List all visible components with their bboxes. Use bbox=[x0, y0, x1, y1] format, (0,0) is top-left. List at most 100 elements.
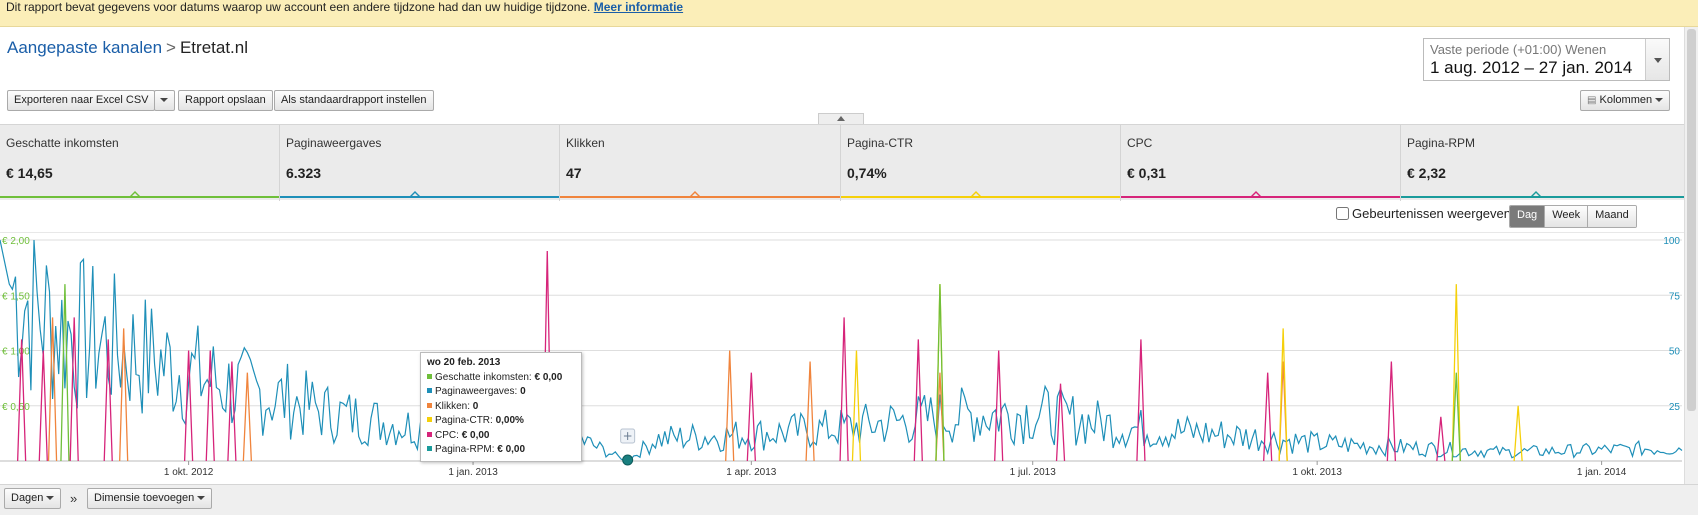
show-events-label: Gebeurtenissen weergeven bbox=[1352, 206, 1511, 221]
table-controls: Dagen » Dimensie toevoegen bbox=[0, 484, 1698, 515]
chevron-down-icon[interactable] bbox=[1645, 39, 1669, 80]
metric-tile-page-rpm[interactable]: Pagina-RPM € 2,32 bbox=[1401, 125, 1684, 201]
add-dimension-button[interactable]: Dimensie toevoegen bbox=[87, 488, 213, 509]
metric-marker-icon bbox=[410, 191, 420, 196]
y-right-tick-label: 100 bbox=[1663, 236, 1680, 247]
tooltip-label: Pagina-RPM: bbox=[435, 444, 495, 456]
series-spike bbox=[1278, 328, 1288, 462]
metric-marker-icon bbox=[971, 191, 981, 196]
timezone-notice: Dit rapport bevat gegevens voor datums w… bbox=[0, 0, 1698, 27]
tooltip-value: € 0,00 bbox=[461, 429, 490, 441]
metric-label: Paginaweergaves bbox=[286, 136, 382, 150]
export-csv-label: Exporteren naar Excel CSV bbox=[14, 94, 149, 106]
export-dropdown-button[interactable] bbox=[154, 90, 175, 111]
legend-swatch bbox=[427, 431, 432, 437]
metric-value: € 0,31 bbox=[1127, 165, 1166, 181]
tooltip-row: CPC: € 0,00 bbox=[427, 429, 575, 443]
dimension-days-button[interactable]: Dagen bbox=[4, 488, 62, 509]
series-spike bbox=[183, 350, 194, 462]
metric-underline bbox=[1121, 196, 1400, 198]
date-range-selector[interactable]: Vaste periode (+01:00) Wenen 1 aug. 2012… bbox=[1423, 38, 1670, 81]
series-spike bbox=[805, 361, 815, 462]
metric-marker-icon bbox=[1531, 191, 1541, 196]
metric-tile-page-ctr[interactable]: Pagina-CTR 0,74% bbox=[841, 125, 1121, 201]
series-spike bbox=[1136, 339, 1146, 462]
series-spike bbox=[935, 372, 945, 462]
granularity-toggle: Dag Week Maand bbox=[1509, 205, 1637, 228]
legend-swatch bbox=[427, 446, 432, 452]
add-dimension-label: Dimensie toevoegen bbox=[94, 492, 195, 504]
scrollbar-thumb[interactable] bbox=[1687, 29, 1696, 411]
save-report-button[interactable]: Rapport opslaan bbox=[178, 90, 273, 111]
metric-underline bbox=[841, 196, 1120, 198]
show-events-checkbox[interactable] bbox=[1336, 207, 1349, 220]
granularity-week-button[interactable]: Week bbox=[1544, 206, 1588, 227]
notice-text: Dit rapport bevat gegevens voor datums w… bbox=[6, 0, 591, 14]
metric-tile-cpc[interactable]: CPC € 0,31 bbox=[1121, 125, 1401, 201]
save-report-label: Rapport opslaan bbox=[185, 94, 266, 106]
metric-marker-icon bbox=[690, 191, 700, 196]
metric-underline bbox=[280, 196, 559, 198]
metric-tile-clicks[interactable]: Klikken 47 bbox=[560, 125, 841, 201]
series-spike bbox=[994, 350, 1004, 462]
set-default-report-button[interactable]: Als standaardrapport instellen bbox=[274, 90, 434, 111]
chevron-down-icon bbox=[160, 98, 168, 103]
columns-label: Kolommen bbox=[1599, 94, 1653, 106]
granularity-month-button[interactable]: Maand bbox=[1587, 206, 1636, 227]
y-right-tick-label: 25 bbox=[1669, 402, 1681, 413]
metric-value: 47 bbox=[566, 165, 582, 181]
y-left-tick-label: € 1,00 bbox=[2, 347, 30, 358]
legend-swatch bbox=[427, 374, 432, 379]
y-right-tick-label: 75 bbox=[1669, 291, 1681, 302]
date-range-timezone: Vaste periode (+01:00) Wenen bbox=[1430, 42, 1607, 57]
metric-tile-estimated-earnings[interactable]: Geschatte inkomsten € 14,65 bbox=[0, 125, 280, 201]
series-spike bbox=[746, 372, 756, 462]
tooltip-value: 0,00% bbox=[495, 415, 524, 427]
metric-value: 0,74% bbox=[847, 165, 887, 181]
tooltip-label: Geschatte inkomsten: bbox=[435, 372, 532, 383]
tooltip-value: € 0,00 bbox=[534, 372, 563, 383]
columns-icon: ▤ bbox=[1587, 95, 1597, 106]
metric-tile-pageviews[interactable]: Paginaweergaves 6.323 bbox=[280, 125, 560, 201]
tooltip-row: Pagina-RPM: € 0,00 bbox=[427, 443, 575, 457]
series-spike bbox=[119, 328, 129, 462]
series-spike bbox=[103, 339, 113, 462]
metric-underline bbox=[0, 196, 279, 198]
tooltip-date: wo 20 feb. 2013 bbox=[427, 357, 501, 368]
series-spike bbox=[935, 284, 945, 462]
granularity-day-button[interactable]: Dag bbox=[1510, 206, 1545, 227]
metric-label: Pagina-RPM bbox=[1407, 136, 1476, 150]
series-spike bbox=[851, 350, 862, 462]
series-spike bbox=[1055, 383, 1066, 462]
plus-icon: + bbox=[623, 429, 633, 443]
page-scrollbar[interactable] bbox=[1684, 27, 1698, 484]
x-tick-label: 1 jul. 2013 bbox=[1010, 467, 1057, 478]
chevron-down-icon bbox=[197, 496, 206, 501]
breadcrumb-parent-link[interactable]: Aangepaste kanalen bbox=[7, 38, 163, 57]
collapse-toolbar-handle[interactable] bbox=[818, 113, 864, 124]
columns-button[interactable]: ▤ Kolommen bbox=[1580, 90, 1671, 111]
series-spike bbox=[1513, 405, 1523, 462]
show-events-control: Gebeurtenissen weergeven? bbox=[1336, 206, 1530, 222]
tooltip-label: CPC: bbox=[435, 429, 459, 441]
tooltip-value: € 0,00 bbox=[497, 444, 526, 456]
series-spike bbox=[16, 339, 27, 462]
metric-marker-icon bbox=[130, 191, 140, 196]
more-info-link[interactable]: Meer informatie bbox=[593, 0, 684, 14]
y-left-tick-label: € 2,00 bbox=[2, 236, 30, 247]
add-annotation-icon bbox=[620, 428, 636, 444]
chart-tooltip: wo 20 feb. 2013 Geschatte inkomsten: € 0… bbox=[420, 352, 582, 462]
chevron-right-icon: » bbox=[70, 491, 78, 506]
export-csv-button[interactable]: Exporteren naar Excel CSV bbox=[7, 90, 155, 111]
tooltip-row: Geschatte inkomsten: € 0,00 bbox=[427, 371, 575, 385]
x-tick-label: 1 jan. 2014 bbox=[1577, 467, 1627, 478]
tooltip-value: 0 bbox=[472, 400, 479, 412]
metric-label: Pagina-CTR bbox=[847, 136, 914, 150]
tooltip-row: Paginaweergaves: 0 bbox=[427, 385, 575, 399]
metrics-bar: Geschatte inkomsten € 14,65 Paginaweerga… bbox=[0, 124, 1698, 201]
series-spike bbox=[725, 350, 735, 462]
series-spike bbox=[1451, 284, 1461, 462]
x-tick-label: 1 okt. 2012 bbox=[164, 467, 214, 478]
dimension-days-label: Dagen bbox=[11, 492, 44, 504]
